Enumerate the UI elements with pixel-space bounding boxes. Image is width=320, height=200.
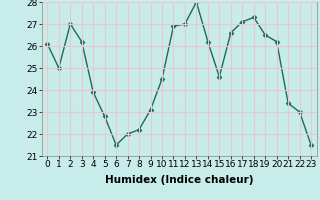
- X-axis label: Humidex (Indice chaleur): Humidex (Indice chaleur): [105, 175, 253, 185]
